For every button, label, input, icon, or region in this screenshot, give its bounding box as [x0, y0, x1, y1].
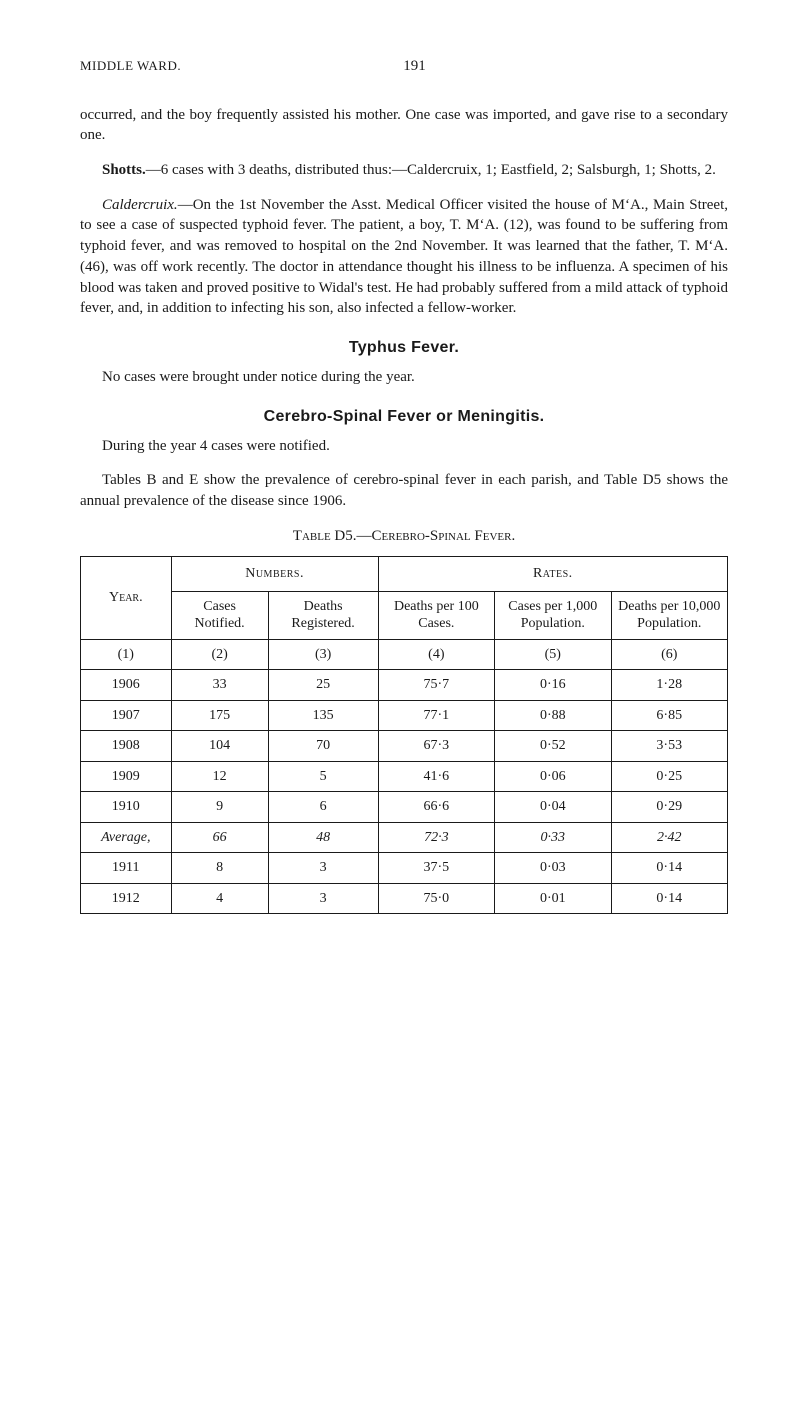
page: MIDDLE WARD. 191 occurred, and the boy f…	[0, 0, 800, 1421]
paragraph-cerebro-1: During the year 4 cases were notified.	[80, 436, 728, 457]
paragraph-shotts: Shotts.—6 cases with 3 deaths, distribut…	[80, 160, 728, 181]
cell-dp10000: 0·25	[611, 761, 727, 792]
th-c2: (2)	[171, 639, 268, 670]
cell-dp10000: 0·29	[611, 792, 727, 823]
cell-cp1000: 0·52	[495, 731, 611, 762]
cell-dp100: 41·6	[378, 761, 494, 792]
cell-dp100: 75·7	[378, 670, 494, 701]
table-row: 19081047067·30·523·53	[81, 731, 728, 762]
paragraph-cerebro-2: Tables B and E show the prevalence of ce…	[80, 470, 728, 511]
cell-dp10000: 0·14	[611, 853, 727, 884]
th-cases-notified: Cases Notified.	[171, 591, 268, 639]
section-title-cerebro: Cerebro-Spinal Fever or Meningitis.	[80, 406, 728, 428]
th-deaths-registered: Deaths Registered.	[268, 591, 378, 639]
cell-cases: 33	[171, 670, 268, 701]
table-caption: Table D5.—Cerebro-Spinal Fever.	[80, 526, 728, 547]
cell-dp100: 67·3	[378, 731, 494, 762]
cell-cases: 9	[171, 792, 268, 823]
cell-cp1000: 0·06	[495, 761, 611, 792]
cell-cp1000: 0·01	[495, 883, 611, 914]
table-row: 19109666·60·040·29	[81, 792, 728, 823]
cell-deaths: 25	[268, 670, 378, 701]
th-c5: (5)	[495, 639, 611, 670]
th-cases-per-1000: Cases per 1,000 Population.	[495, 591, 611, 639]
cell-dp10000: 3·53	[611, 731, 727, 762]
cell-year: 1909	[81, 761, 172, 792]
cell-deaths: 6	[268, 792, 378, 823]
cell-dp100: 37·5	[378, 853, 494, 884]
th-c1: (1)	[81, 639, 172, 670]
table-row: 19124375·00·010·14	[81, 883, 728, 914]
paragraph-caldercruix: Caldercruix.—On the 1st November the Ass…	[80, 195, 728, 319]
section-title-typhus: Typhus Fever.	[80, 337, 728, 359]
cell-year: 1908	[81, 731, 172, 762]
cell-deaths: 3	[268, 883, 378, 914]
cell-year: 1910	[81, 792, 172, 823]
cell-deaths: 3	[268, 853, 378, 884]
text-shotts: —6 cases with 3 deaths, distributed thus…	[146, 162, 716, 178]
table-header-row-cols: Cases Notified. Deaths Registered. Death…	[81, 591, 728, 639]
th-numbers: Numbers.	[171, 557, 378, 592]
cell-cases: 104	[171, 731, 268, 762]
paragraph-intro: occurred, and the boy frequently assiste…	[80, 105, 728, 146]
cell-cp1000: 0·16	[495, 670, 611, 701]
cell-cp1000: 0·88	[495, 700, 611, 731]
cell-year: 1907	[81, 700, 172, 731]
running-head: MIDDLE WARD. 191	[80, 56, 728, 77]
table-row: Average,664872·30·332·42	[81, 822, 728, 853]
lead-caldercruix: Caldercruix.	[102, 197, 178, 213]
text-caldercruix: —On the 1st November the Asst. Medical O…	[80, 197, 728, 316]
cell-year: 1911	[81, 853, 172, 884]
cell-cp1000: 0·03	[495, 853, 611, 884]
cell-cases: 66	[171, 822, 268, 853]
cell-dp100: 72·3	[378, 822, 494, 853]
cell-dp100: 75·0	[378, 883, 494, 914]
lead-shotts: Shotts.	[102, 162, 146, 178]
cell-dp10000: 2·42	[611, 822, 727, 853]
th-c6: (6)	[611, 639, 727, 670]
cell-deaths: 70	[268, 731, 378, 762]
table-header-row-groups: Year. Numbers. Rates.	[81, 557, 728, 592]
th-c3: (3)	[268, 639, 378, 670]
cell-deaths: 48	[268, 822, 378, 853]
page-number: 191	[101, 56, 728, 77]
cell-year: 1906	[81, 670, 172, 701]
cell-cases: 12	[171, 761, 268, 792]
table-row: 19118337·50·030·14	[81, 853, 728, 884]
table-header-row-index: (1) (2) (3) (4) (5) (6)	[81, 639, 728, 670]
cell-dp10000: 0·14	[611, 883, 727, 914]
cell-deaths: 5	[268, 761, 378, 792]
cell-cases: 8	[171, 853, 268, 884]
cell-cases: 4	[171, 883, 268, 914]
cell-year: Average,	[81, 822, 172, 853]
cell-dp10000: 6·85	[611, 700, 727, 731]
cell-dp10000: 1·28	[611, 670, 727, 701]
cell-year: 1912	[81, 883, 172, 914]
cell-cp1000: 0·33	[495, 822, 611, 853]
th-rates: Rates.	[378, 557, 727, 592]
table-d5: Year. Numbers. Rates. Cases Notified. De…	[80, 556, 728, 914]
cell-deaths: 135	[268, 700, 378, 731]
table-row: 1906332575·70·161·28	[81, 670, 728, 701]
cell-cases: 175	[171, 700, 268, 731]
cell-cp1000: 0·04	[495, 792, 611, 823]
th-c4: (4)	[378, 639, 494, 670]
table-row: 190717513577·10·886·85	[81, 700, 728, 731]
paragraph-typhus: No cases were brought under notice durin…	[80, 367, 728, 388]
th-deaths-per-100: Deaths per 100 Cases.	[378, 591, 494, 639]
th-deaths-per-10000: Deaths per 10,000 Population.	[611, 591, 727, 639]
cell-dp100: 66·6	[378, 792, 494, 823]
cell-dp100: 77·1	[378, 700, 494, 731]
table-row: 190912541·60·060·25	[81, 761, 728, 792]
th-year: Year.	[81, 557, 172, 640]
